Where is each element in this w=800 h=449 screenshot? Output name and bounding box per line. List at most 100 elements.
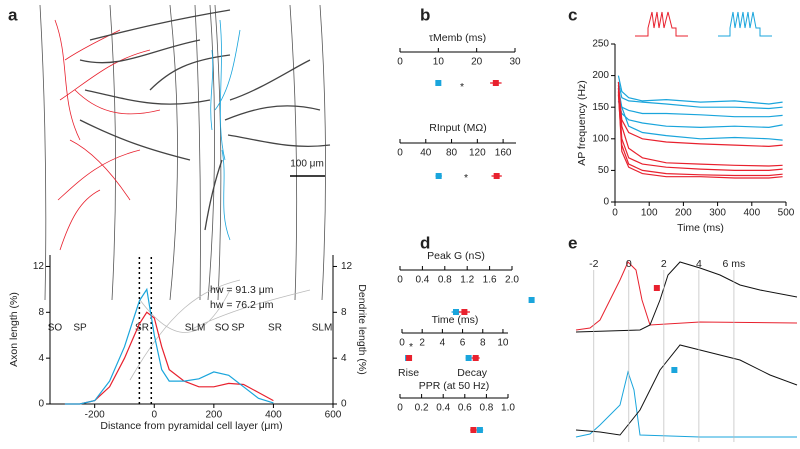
mean-marker — [470, 427, 477, 433]
x-tick-label: 0.4 — [415, 275, 429, 286]
x-tick-label: -200 — [85, 410, 105, 421]
x-tick-label: 400 — [265, 410, 282, 421]
x-tick-label: 10 — [433, 57, 445, 68]
neuron-drawings — [39, 4, 331, 381]
x-tick-label: 0.2 — [415, 403, 429, 414]
x-tick-label: 30 — [509, 57, 521, 68]
y-tick-label: 8 — [38, 307, 44, 318]
x-tick-label: 4 — [440, 338, 446, 349]
mean-marker — [476, 427, 483, 433]
series-line — [64, 287, 274, 405]
x-tick-label: 1.2 — [460, 275, 474, 286]
mean-marker — [465, 355, 472, 361]
x-tick-label: 160 — [495, 148, 512, 159]
x-tick-label: -2 — [589, 258, 598, 270]
x-tick-label: 0.4 — [436, 403, 450, 414]
x-tick-label: 0 — [397, 275, 403, 286]
mean-marker — [435, 173, 442, 179]
legend-label: hw = 91.3 μm — [210, 284, 274, 296]
x-tick-label: 8 — [480, 338, 486, 349]
mean-marker — [493, 173, 500, 179]
annotation: * — [464, 172, 468, 184]
layer-label: SO — [48, 323, 63, 334]
x-tick-label: 2.0 — [505, 275, 519, 286]
x-tick-label: 300 — [709, 208, 726, 219]
panel-label: e — [568, 233, 577, 252]
mean-marker — [406, 355, 413, 361]
x-tick-label: 2 — [419, 338, 425, 349]
axis-title: Time (ms) — [432, 314, 479, 326]
series-line — [617, 85, 783, 148]
y-tick-label: 0 — [38, 399, 44, 410]
series-line — [617, 88, 783, 171]
annotation: * — [409, 341, 413, 353]
x-tick-label: 200 — [675, 208, 692, 219]
y-tick-label: 4 — [38, 353, 44, 364]
mean-marker — [528, 297, 535, 303]
x-tick-label: 0.8 — [438, 275, 452, 286]
mean-marker — [653, 285, 660, 291]
y-tick-label: 200 — [592, 70, 609, 81]
y-tick-label: 250 — [592, 39, 609, 50]
x-tick-label: 1.0 — [501, 403, 515, 414]
y2-tick-label: 12 — [341, 261, 353, 272]
y2-axis-title: Dendrite length (%) — [356, 284, 368, 374]
x-tick-label: 20 — [471, 57, 483, 68]
category-label: Decay — [457, 367, 488, 379]
x-tick-label: 0 — [397, 403, 403, 414]
x-tick-label: 0 — [397, 148, 403, 159]
series-line — [617, 94, 783, 118]
y2-tick-label: 8 — [341, 307, 347, 318]
layer-label: SO — [215, 323, 230, 334]
series-line — [617, 100, 783, 129]
x-tick-label: 6 — [460, 338, 466, 349]
axis-title: PPR (at 50 Hz) — [419, 380, 490, 392]
layer-label: SR — [135, 323, 149, 334]
mean-marker — [492, 80, 499, 86]
x-tick-label: 0.8 — [479, 403, 493, 414]
x-tick-label: 500 — [778, 208, 795, 219]
x-tick-label: 0 — [626, 258, 632, 270]
y-tick-label: 150 — [592, 102, 609, 113]
x-tick-label: 0 — [151, 410, 157, 421]
layer-label: SP — [231, 323, 245, 334]
panel-label: b — [420, 5, 430, 24]
x-tick-label: 80 — [446, 148, 458, 159]
x-tick-label: 600 — [325, 410, 342, 421]
scale-bar-label: 100 μm — [290, 159, 324, 170]
y-tick-label: 100 — [592, 133, 609, 144]
legend-label: hw = 76.2 μm — [210, 299, 274, 311]
panel-label: a — [8, 5, 18, 24]
series-line — [64, 311, 274, 405]
series-line — [617, 88, 783, 141]
series-line — [617, 94, 783, 177]
axis-title: Peak G (nS) — [427, 250, 485, 262]
x-tick-label: 2 — [661, 258, 667, 270]
x-tick-label: 0.6 — [458, 403, 472, 414]
layer-label: SP — [73, 323, 87, 334]
axis-title: τMemb (ms) — [429, 32, 486, 44]
x-tick-label: 0 — [397, 57, 403, 68]
mean-marker — [453, 309, 459, 315]
layer-label: SLM — [312, 323, 333, 334]
x-axis-title: Distance from pyramidal cell layer (μm) — [100, 420, 282, 432]
x-axis-title: Time (ms) — [677, 222, 724, 234]
c-inset — [635, 11, 772, 37]
panel-label: d — [420, 233, 430, 252]
y2-tick-label: 0 — [341, 399, 347, 410]
mean-marker — [472, 355, 479, 361]
x-tick-label: 4 — [696, 258, 702, 270]
mean-marker — [671, 367, 678, 373]
x-tick-label: 100 — [641, 208, 658, 219]
series-line — [617, 81, 783, 167]
annotation: * — [460, 81, 464, 93]
e-traces — [575, 261, 798, 438]
y-tick-label: 12 — [33, 261, 45, 272]
x-tick-label: 120 — [469, 148, 486, 159]
x-tick-label: 0 — [612, 208, 618, 219]
x-tick-label: 10 — [497, 338, 509, 349]
x-tick-label: 1.6 — [483, 275, 497, 286]
y-axis-title: Axon length (%) — [8, 292, 20, 367]
